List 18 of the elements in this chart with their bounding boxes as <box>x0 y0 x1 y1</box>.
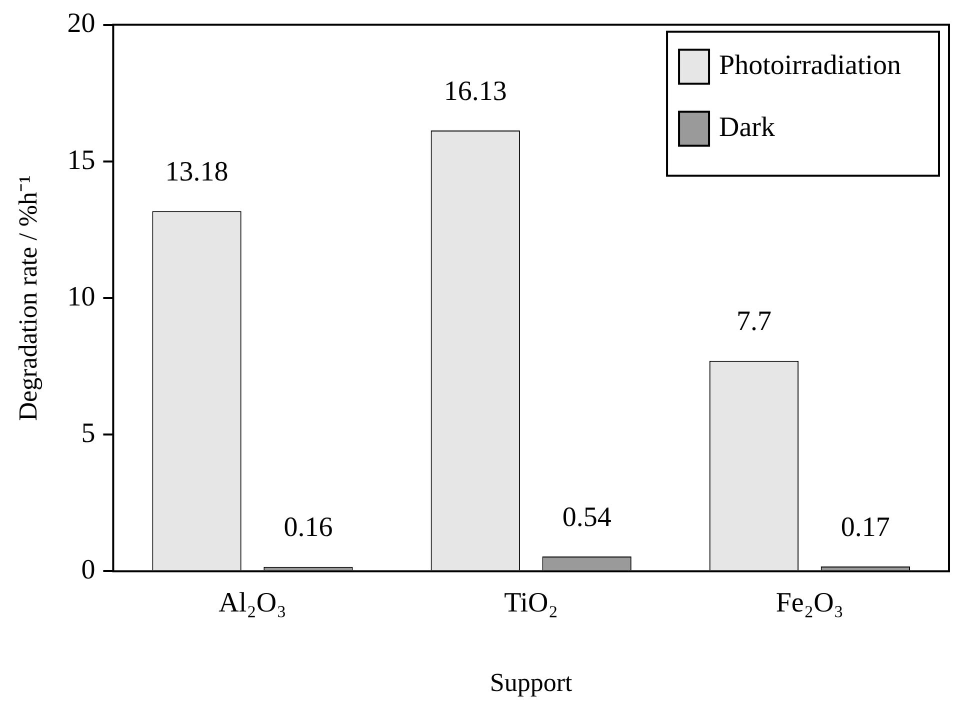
data-label: 0.54 <box>562 502 612 533</box>
y-axis-title: Degradation rate / %h⁻¹ <box>13 175 42 421</box>
x-tick-label: Fe₂O₃ <box>776 587 844 618</box>
y-tick-label: 0 <box>81 554 96 586</box>
y-tick-label: 10 <box>67 281 96 312</box>
legend-label: Dark <box>719 112 776 144</box>
y-tick-label: 5 <box>81 418 96 449</box>
data-label: 0.16 <box>284 512 333 544</box>
x-axis-title: Support <box>490 668 574 698</box>
data-label: 13.18 <box>165 156 228 188</box>
x-tick-label: Al₂O₃ <box>218 587 286 618</box>
data-label: 0.17 <box>840 512 890 543</box>
y-tick-label: 15 <box>67 144 96 176</box>
x-tick-label: TiO₂ <box>504 587 558 618</box>
data-label: 7.7 <box>736 306 772 338</box>
data-label: 16.13 <box>444 76 507 107</box>
legend-label: Photoirradiation <box>719 50 902 82</box>
y-tick-label: 20 <box>67 8 96 40</box>
